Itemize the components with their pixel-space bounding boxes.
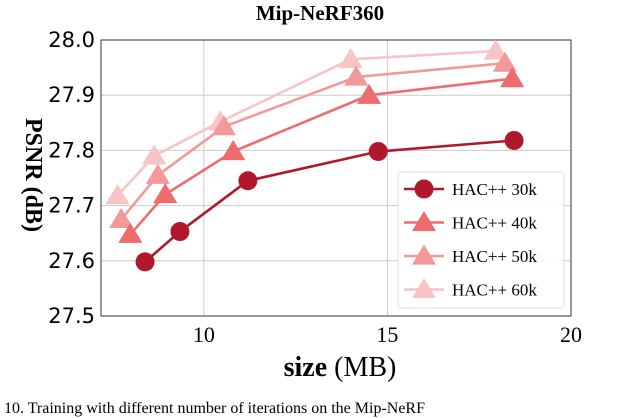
x-tick-label: 20 [560, 322, 582, 347]
legend-label: HAC++ 50k [452, 247, 537, 266]
chart-title: Mip-NeRF360 [256, 1, 384, 25]
y-tick-label: 27.9 [48, 83, 95, 107]
series-group [105, 39, 525, 272]
data-point [118, 222, 143, 243]
data-point [338, 47, 363, 68]
y-tick-label: 27.5 [48, 304, 95, 328]
x-tick-label: 10 [193, 322, 215, 347]
legend-label: HAC++ 30k [452, 180, 537, 199]
data-point [142, 144, 167, 165]
y-axis-label: PSNR (dB) [20, 118, 46, 232]
x-tick-label: 15 [376, 322, 398, 347]
data-point [238, 171, 258, 191]
data-point [221, 140, 246, 161]
legend-marker [411, 244, 437, 265]
legend-marker [414, 179, 434, 199]
y-tick-label: 27.8 [48, 138, 95, 162]
data-point [344, 65, 369, 86]
y-tick-label: 27.6 [48, 249, 95, 273]
legend-marker [411, 278, 437, 299]
legend: HAC++ 30k HAC++ 40k HAC++ 50k HAC++ 60k [397, 171, 565, 309]
legend-label: HAC++ 40k [452, 214, 537, 233]
data-point [483, 39, 508, 60]
chart: 10 15 20 27.5 27.6 27.7 27.8 27.9 28.0 Mip-NeRF3… [20, 1, 582, 383]
data-point [492, 51, 517, 72]
tick-labels: 10 15 20 27.5 27.6 27.7 27.8 27.9 28.0 [48, 28, 582, 347]
data-point [109, 207, 134, 229]
x-axis-label-name: size [284, 352, 328, 383]
y-tick-label: 28.0 [48, 28, 95, 52]
y-tick-label: 27.7 [48, 194, 95, 218]
data-point [356, 83, 382, 104]
data-point [105, 184, 130, 205]
legend-label: HAC++ 60k [452, 281, 537, 300]
x-axis-label: size (MB) [284, 352, 397, 383]
data-point [153, 183, 178, 204]
data-point [170, 222, 190, 242]
x-axis-label-space [327, 352, 334, 383]
x-axis-label-unit: (MB) [334, 352, 396, 383]
data-point [145, 163, 170, 184]
legend-marker [411, 211, 437, 232]
figure-caption: 10. Training with different number of it… [4, 400, 425, 417]
data-point [504, 130, 524, 150]
legend-box [397, 171, 565, 309]
plot-frame [100, 39, 572, 317]
data-point [500, 67, 525, 88]
data-point [211, 115, 237, 136]
data-point [135, 252, 155, 272]
data-point [368, 142, 388, 162]
